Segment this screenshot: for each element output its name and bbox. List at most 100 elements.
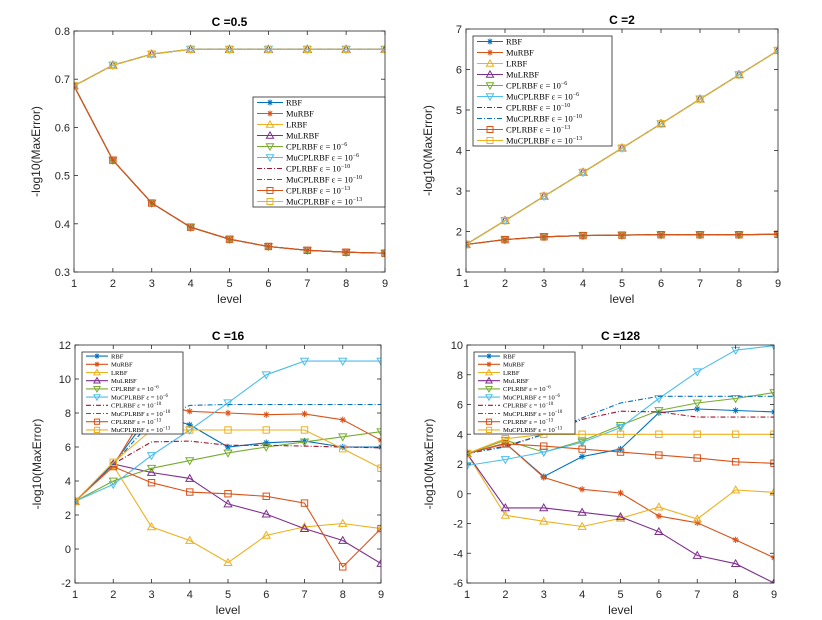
legend-label: MuCPLRBF ε = 10−6 [111,394,168,402]
y-tick-label: 8 [457,370,463,382]
y-tick-label: 0.5 [55,171,70,183]
marker-triangle-up [376,558,381,567]
data-point [225,45,234,54]
marker-square [616,430,625,438]
x-tick-label: 2 [502,589,508,601]
marker-square [485,426,493,433]
data-point [148,50,156,58]
data-point [735,231,743,239]
series-group [466,45,778,250]
x-tick-label: 7 [694,589,700,601]
legend-item: RBF [257,97,302,107]
data-point [770,554,774,561]
data-point [692,368,702,377]
x-tick-label: 3 [149,278,155,290]
y-tick-label: 3 [456,186,462,198]
data-point [299,438,310,447]
marker-square [224,426,232,434]
data-point [693,430,701,438]
marker-asterisk [267,110,273,117]
data-point [578,445,586,453]
marker-square [486,126,494,133]
marker-triangle-down [376,357,381,366]
data-point [376,523,381,532]
marker-triangle-down [223,449,233,458]
marker-triangle-down [261,371,271,380]
x-tick-label: 3 [541,278,547,290]
marker-asterisk [655,512,663,520]
data-point [262,492,270,501]
marker-triangle-up [146,522,157,531]
data-point [262,426,270,434]
x-tick-label: 4 [188,278,194,290]
marker-triangle-down [615,424,626,433]
data-point [186,426,194,434]
data-point [147,479,156,487]
marker-triangle-down [338,357,348,366]
subplot-c-2: 1 2 3 4 5 6 7 8 9 1 2 3 4 5 6 7 C =2 level -log10(MaxError… [421,13,781,306]
marker-triangle-down [93,394,101,402]
legend-item: LRBF [86,368,128,377]
data-point [654,502,664,511]
marker-square [616,448,625,456]
x-tick-label: 4 [580,278,586,290]
marker-asterisk [770,554,774,561]
data-point [732,536,739,544]
marker-triangle-down [692,368,702,377]
data-point [146,522,157,531]
legend-label: CPLRBF ε = 10−13 [503,418,554,426]
data-point [578,486,586,493]
marker-triangle-up [577,521,587,530]
marker-asterisk [732,536,739,544]
marker-square [618,144,626,152]
data-point [342,248,350,256]
legend-item: RBF [86,353,124,360]
series-line-cplrbf-10-6 [75,431,381,502]
data-point [467,462,472,471]
data-point [223,499,233,508]
legend-label: MuLRBF [506,69,539,79]
y-tick-label: 12 [59,340,71,352]
legend-item: MuRBF [478,362,525,369]
data-point [339,445,347,453]
y-tick-label: 10 [59,374,71,386]
marker-square [657,120,665,128]
marker-asterisk [540,474,547,481]
data-point [223,399,233,408]
marker-square [109,61,117,69]
legend-label: MuLRBF [111,378,137,385]
marker-square [109,462,117,471]
data-point [263,411,270,418]
marker-triangle-down [467,462,472,471]
data-point [696,95,704,103]
marker-square [93,418,101,425]
marker-square [735,231,743,239]
legend-label: MuCPLRBF ε = 10−10 [506,113,582,123]
series-line-mucplrbf-10-13 [467,433,774,455]
marker-triangle-down [265,143,275,152]
data-point [467,450,472,459]
marker-triangle-down [146,464,157,474]
marker-triangle-down [500,456,511,465]
data-point [300,499,309,507]
series-line-mucplrbf-10-6 [467,345,774,467]
data-point [109,61,117,69]
x-tick-label: 8 [733,589,739,601]
data-point [735,71,743,79]
marker-triangle-down [654,395,664,404]
marker-triangle-up [185,535,195,544]
data-point [694,519,701,526]
marker-asterisk [578,486,586,493]
marker-square [618,231,626,239]
data-point [618,231,626,239]
marker-triangle-up [223,499,233,508]
y-axis-label: -log10(MaxError) [29,106,43,197]
marker-triangle-down [108,481,118,490]
data-point [261,530,271,539]
legend-item: CPLRBF ε = 10−6 [477,80,567,90]
data-point [338,535,348,544]
y-tick-label: -2 [453,519,463,531]
legend-label: CPLRBF ε = 10−10 [503,402,554,410]
legend-item: MuLRBF [257,130,319,140]
